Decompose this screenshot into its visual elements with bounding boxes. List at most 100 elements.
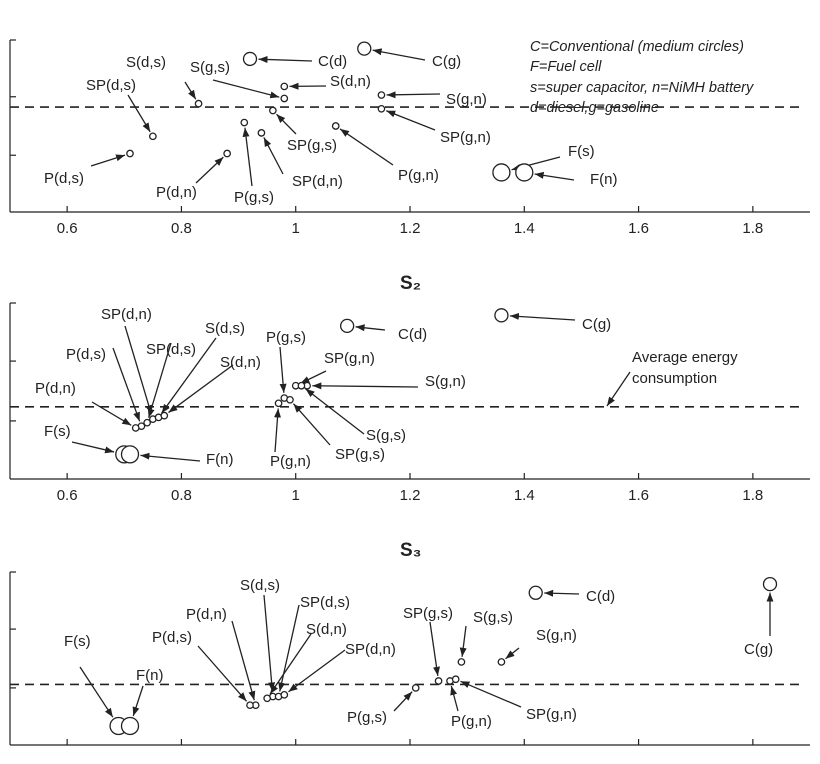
- point-label: S(g,n): [446, 91, 487, 108]
- x-tick-label: 1.4: [514, 220, 535, 237]
- point-arrow: [459, 625, 467, 657]
- point-label: SP(d,n): [292, 173, 343, 190]
- point-label: P(g,n): [451, 713, 492, 730]
- point-arrow: [71, 441, 115, 454]
- point-arrow: [195, 156, 224, 184]
- x-tick-label: 0.6: [57, 487, 78, 504]
- x-tick-label: 1: [292, 220, 300, 237]
- data-point: [120, 445, 140, 464]
- point-label: C(g): [582, 316, 611, 333]
- point-arrow: [231, 620, 256, 701]
- point-arrow: [279, 346, 287, 393]
- data-point: [280, 82, 289, 91]
- chart-panel-3: C(d) C(g) S(d,s) SP(d,s) S(d,n) SP(d,n) P(d,n)…: [9, 571, 810, 746]
- legend-entry: F=Fuel cell: [530, 59, 602, 75]
- x-tick-label: 0.8: [171, 487, 192, 504]
- point-arrow: [263, 137, 284, 175]
- data-point: [274, 399, 283, 408]
- annotation-text-line2: consumption: [632, 370, 717, 387]
- chart-panel-1: 0.6 0.8 1 1.2 1.4 1.6 1.8 C(d) C(g) S(d,s) SP(d,s)…: [9, 39, 810, 237]
- point-label: SP(g,n): [440, 129, 491, 146]
- point-arrow: [258, 56, 313, 64]
- point-label: C(g): [744, 641, 773, 658]
- point-label: S(d,s): [126, 54, 166, 71]
- data-point: [240, 118, 249, 127]
- data-point: [280, 690, 289, 699]
- point-arrow: [124, 325, 153, 415]
- point-label: S(d,s): [240, 577, 280, 594]
- legend-entry: d=diesel,g=gasoline: [530, 100, 659, 116]
- point-label: S(g,n): [425, 373, 466, 390]
- data-point: [160, 411, 169, 420]
- point-arrow: [197, 645, 248, 702]
- point-arrow: [450, 685, 459, 712]
- data-point: [120, 716, 140, 736]
- data-point: [762, 576, 778, 592]
- point-label: P(g,s): [266, 329, 306, 346]
- legend-entry: C=Conventional (medium circles): [530, 39, 744, 55]
- data-point: [515, 163, 534, 182]
- point-arrow: [269, 633, 312, 695]
- x-tick-label: 1.6: [628, 220, 649, 237]
- point-arrow: [292, 403, 331, 446]
- point-label: P(g,s): [347, 709, 387, 726]
- point-arrow: [274, 408, 282, 453]
- point-arrow: [509, 312, 576, 321]
- point-arrow: [386, 110, 436, 131]
- x-tick-label: 1.2: [400, 220, 421, 237]
- point-label: P(d,s): [152, 629, 192, 646]
- point-label: F(s): [568, 143, 595, 160]
- point-label: S(g,s): [190, 59, 230, 76]
- point-label: SP(g,n): [526, 706, 577, 723]
- data-point: [143, 418, 151, 427]
- point-arrow: [127, 94, 151, 133]
- x-tick-label: 0.8: [171, 220, 192, 237]
- data-point: [149, 132, 157, 141]
- point-label: SP(g,s): [287, 137, 337, 154]
- data-point: [263, 694, 271, 703]
- x-tick-label: 0.6: [57, 220, 78, 237]
- data-point: [126, 149, 134, 158]
- data-point: [286, 395, 294, 404]
- point-label: SP(d,s): [146, 341, 196, 358]
- point-label: S(d,n): [330, 73, 371, 90]
- data-point: [339, 318, 355, 334]
- point-arrow: [147, 342, 172, 418]
- point-arrow: [300, 370, 327, 385]
- point-arrow: [212, 79, 280, 99]
- point-arrow: [140, 452, 201, 462]
- point-label: S(g,s): [473, 609, 513, 626]
- point-label: SP(d,n): [101, 306, 152, 323]
- data-point: [411, 684, 420, 692]
- point-label: F(n): [136, 667, 164, 684]
- point-arrow: [91, 401, 132, 426]
- x-tick-label: 1.8: [742, 220, 763, 237]
- data-point: [451, 675, 460, 684]
- point-arrow: [242, 127, 253, 187]
- point-arrow: [79, 666, 114, 718]
- point-label: P(d,n): [186, 606, 227, 623]
- data-point: [377, 91, 386, 99]
- point-arrow: [132, 685, 144, 717]
- point-label: S(d,n): [220, 354, 261, 371]
- point-label: SP(d,s): [300, 594, 350, 611]
- data-point: [331, 122, 340, 130]
- point-label: SP(g,s): [335, 446, 385, 463]
- point-arrow: [372, 48, 426, 61]
- point-arrow: [276, 113, 297, 135]
- legend-entry: s=super capacitor, n=NiMH battery: [530, 80, 754, 96]
- annotation-arrow: [606, 371, 631, 407]
- point-arrow: [339, 128, 394, 166]
- data-point: [434, 677, 443, 685]
- data-point: [497, 658, 506, 666]
- x-tick-label: 1: [292, 487, 300, 504]
- point-arrow: [544, 589, 580, 597]
- annotation-text-line1: Average energy: [632, 349, 738, 366]
- panel-title-s3: S₃: [400, 540, 421, 561]
- point-arrow: [90, 154, 126, 167]
- point-label: P(g,n): [398, 167, 439, 184]
- point-arrow: [263, 594, 276, 692]
- data-point: [280, 94, 289, 103]
- point-label: F(s): [44, 423, 71, 440]
- point-label: F(n): [206, 451, 234, 468]
